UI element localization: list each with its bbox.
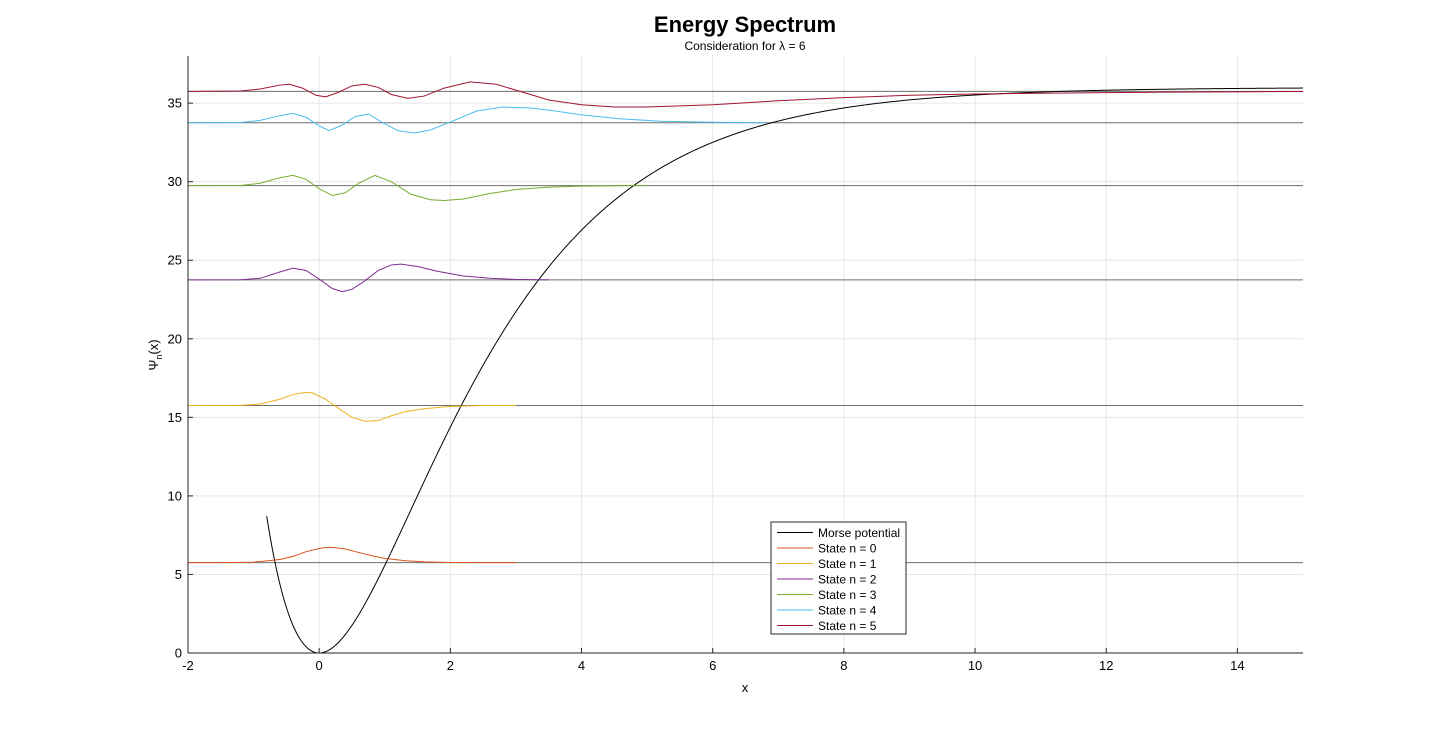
legend-entry-label: State n = 3 [818, 588, 877, 602]
series-line-state-1 [188, 391, 516, 422]
legend-entry-label: State n = 4 [818, 604, 877, 618]
series-line-state-4 [188, 106, 766, 134]
y-tick-label: 15 [168, 410, 182, 425]
x-tick-label: 8 [840, 658, 847, 673]
y-tick-label: 5 [175, 567, 182, 582]
x-tick-label: -2 [182, 658, 194, 673]
legend-entry-label: Morse potential [818, 526, 900, 540]
legend-box [770, 521, 907, 635]
legend-entry-label: State n = 2 [818, 573, 877, 587]
series-line-state-3 [188, 174, 648, 202]
y-tick-label: 35 [168, 96, 182, 111]
x-tick-label: 0 [316, 658, 323, 673]
y-axis-label-psi: Ψ [146, 360, 161, 371]
y-axis-label-arg: (x) [146, 339, 161, 354]
chart-title: Energy Spectrum [654, 12, 836, 37]
series-line-state-5 [188, 81, 1303, 108]
x-tick-label: 10 [968, 658, 982, 673]
y-tick-label: 10 [168, 488, 182, 503]
axes [187, 56, 1303, 654]
x-tick-label: 14 [1230, 658, 1244, 673]
x-tick-label: 2 [447, 658, 454, 673]
y-tick-label: 20 [168, 331, 182, 346]
legend-entry-label: State n = 5 [818, 619, 877, 633]
grid-lines [188, 56, 1303, 653]
morse-potential-line [266, 87, 1303, 653]
y-tick-label: 25 [168, 253, 182, 268]
x-tick-label: 12 [1099, 658, 1113, 673]
y-axis-label: Ψn(x) [146, 339, 164, 370]
series-lines [188, 81, 1303, 653]
x-ticks: -2 0 2 4 6 8 10 12 14 [182, 648, 1245, 673]
x-axis-label: x [742, 680, 749, 695]
series-line-state-2 [188, 263, 549, 293]
y-tick-label: 30 [168, 174, 182, 189]
series-line-state-0 [188, 546, 516, 564]
legend-entry-label: State n = 0 [818, 542, 877, 556]
y-ticks: 0 5 10 15 20 25 30 35 [168, 96, 193, 661]
x-tick-label: 6 [709, 658, 716, 673]
chart-subtitle: Consideration for λ = 6 [684, 39, 805, 53]
y-tick-label: 0 [175, 646, 182, 661]
y-axis-label-subscript: n [154, 355, 164, 360]
legend-entry-label: State n = 1 [818, 557, 877, 571]
x-tick-label: 4 [578, 658, 585, 673]
